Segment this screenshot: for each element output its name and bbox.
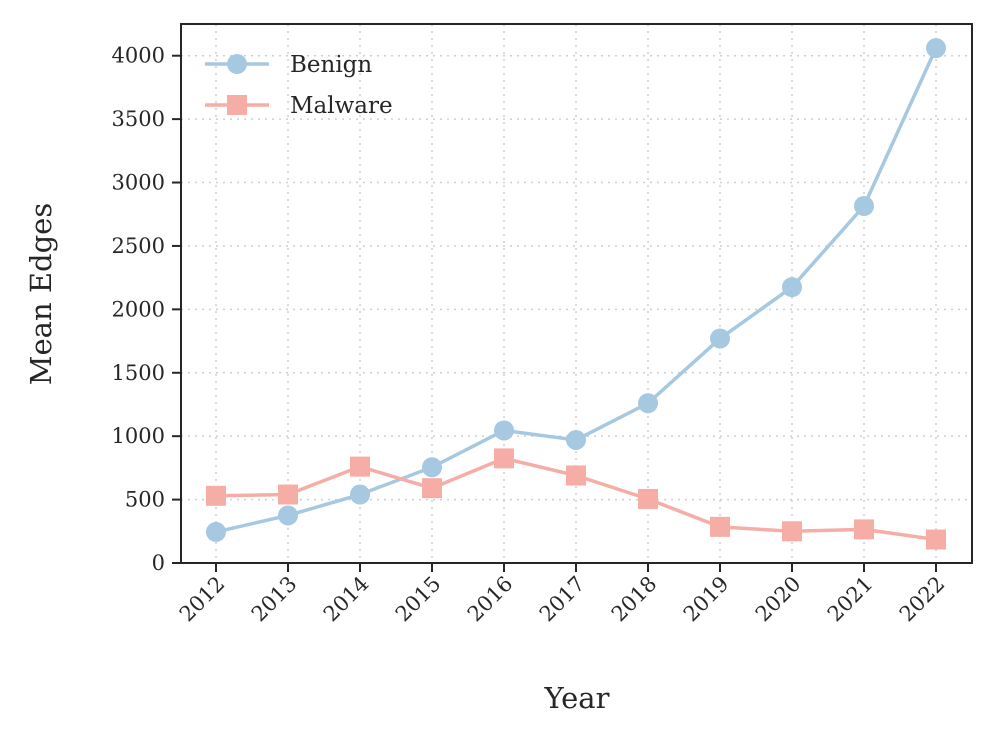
legend: Benign Malware <box>205 52 393 119</box>
x-tick-label: 2021 <box>823 572 878 627</box>
data-point-malware <box>350 456 370 477</box>
data-point-benign <box>206 521 226 542</box>
data-point-benign <box>350 484 370 505</box>
x-tick-label: 2015 <box>391 572 446 627</box>
x-tick-label: 2012 <box>175 572 230 627</box>
data-point-malware <box>926 529 946 550</box>
data-point-malware <box>638 488 658 509</box>
data-point-benign <box>782 277 802 298</box>
data-point-benign <box>854 195 874 216</box>
y-tick-label: 0 <box>152 551 165 575</box>
plot-frame <box>180 23 973 564</box>
y-tick-label: 3500 <box>112 107 165 131</box>
legend-label-malware: Malware <box>290 93 393 119</box>
y-tick-label: 1500 <box>112 361 165 385</box>
x-tick-label: 2017 <box>535 572 590 627</box>
legend-marker-malware <box>227 95 247 115</box>
legend-label-benign: Benign <box>290 52 372 78</box>
x-tick-label: 2022 <box>895 572 950 627</box>
data-point-benign <box>566 429 586 450</box>
y-axis-label: Mean Edges <box>24 203 58 385</box>
data-point-benign <box>422 457 442 478</box>
x-tick-label: 2014 <box>319 572 374 627</box>
data-point-benign <box>278 505 298 526</box>
x-tick-label: 2016 <box>463 572 518 627</box>
data-point-malware <box>710 516 730 537</box>
data-point-malware <box>782 521 802 542</box>
x-axis-label: Year <box>544 681 610 715</box>
y-axis-ticks: 0 500 1000 1500 2000 2500 3000 3500 4000 <box>112 44 181 575</box>
data-point-malware <box>206 485 226 506</box>
series-layer <box>206 38 946 550</box>
data-point-benign <box>494 420 514 441</box>
data-point-benign <box>926 38 946 59</box>
data-point-malware <box>566 465 586 486</box>
y-tick-label: 1000 <box>112 424 165 448</box>
x-tick-label: 2019 <box>679 572 734 627</box>
data-point-benign <box>710 328 730 349</box>
y-tick-label: 500 <box>125 488 165 512</box>
data-point-malware <box>278 484 298 505</box>
legend-marker-benign <box>227 54 247 74</box>
x-axis-ticks: 2012 2013 2014 2015 2016 2017 2018 2019 2020 2021… <box>175 563 950 626</box>
x-tick-label: 2013 <box>247 572 302 627</box>
x-tick-label: 2018 <box>607 572 662 627</box>
y-tick-label: 2000 <box>112 297 165 321</box>
data-point-malware <box>494 448 514 469</box>
data-point-malware <box>422 478 442 499</box>
y-tick-label: 4000 <box>112 44 165 68</box>
y-tick-label: 2500 <box>112 234 165 258</box>
x-tick-label: 2020 <box>751 572 806 627</box>
y-tick-label: 3000 <box>112 171 165 195</box>
grid-layer <box>181 24 972 564</box>
data-point-benign <box>638 393 658 414</box>
data-point-malware <box>854 519 874 540</box>
